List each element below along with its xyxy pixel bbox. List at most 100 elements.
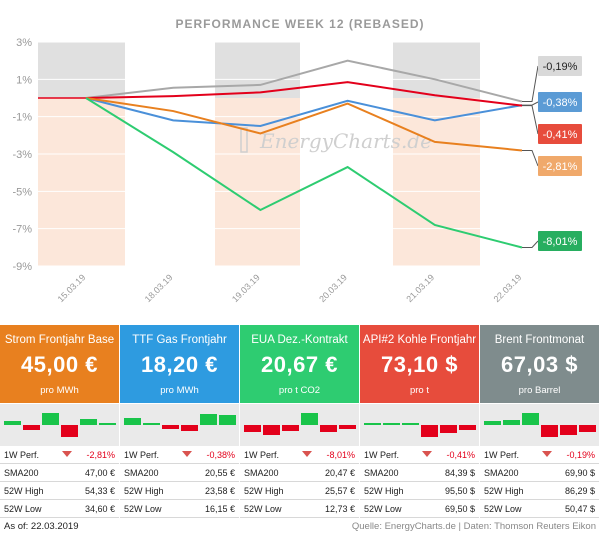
series-line [85,97,523,128]
row-divider [240,463,359,464]
card-price: 18,20 € [141,352,218,377]
y-tick-label: 3% [16,37,32,49]
perf-row: 1W Perf. -2,81% [0,446,119,464]
mini-bar [23,425,40,430]
down-arrow-icon [302,451,312,457]
label-connector [522,101,539,106]
row-divider [480,499,599,500]
stat-value: 47,00 € [84,468,115,478]
down-arrow-icon [62,451,72,457]
mini-bar-chart [480,404,599,446]
row-divider [240,499,359,500]
stat-label: SMA200 [484,468,519,478]
end-label-box [538,231,582,251]
band-top [393,42,480,98]
mini-bar [421,425,438,437]
mini-bar [459,425,476,430]
instrument-card: API#2 Kohle Frontjahr 73,10 $ pro t [360,325,479,403]
card-price: 45,00 € [21,352,98,377]
stat-label: 52W Low [124,504,162,514]
end-label-box [538,92,582,112]
x-tick-label: 21.03.19 [404,272,436,304]
card-unit: pro Barrel [518,385,561,396]
perf-row: 1W Perf. -0,19% [480,446,599,464]
row-divider [0,517,119,518]
row-divider [240,517,359,518]
mini-bar [282,425,299,431]
stats-column: 1W Perf. -0,38% SMA200 20,55 € 52W High 23,58… [120,446,239,518]
end-label-box [538,156,582,176]
stat-row: 52W Low 50,47 $ [480,500,599,518]
mini-bar [560,425,577,435]
stats-column: 1W Perf. -0,19% SMA200 69,90 $ 52W High 86,29… [480,446,599,518]
card-unit: pro MWh [40,385,79,396]
stat-row: SMA200 69,90 $ [480,464,599,482]
stat-label: 52W Low [484,504,522,514]
mini-bar [263,425,280,435]
stat-value: 25,57 € [324,486,355,496]
y-tick-label: -5% [12,186,32,198]
down-arrow-icon [422,451,432,457]
stat-value: 23,58 € [204,486,235,496]
mini-bar-chart [120,404,239,446]
stat-label: 52W Low [244,504,282,514]
mini-bar [522,413,539,425]
row-divider [360,499,479,500]
row-divider [0,463,119,464]
mini-bar [4,421,21,425]
as-of-date: As of: 22.03.2019 [4,521,79,532]
row-divider [0,499,119,500]
stat-row: 52W High 86,29 $ [480,482,599,500]
label-connector [522,105,539,135]
stats-column: 1W Perf. -2,81% SMA200 47,00 € 52W High 54,33… [0,446,119,518]
card-title: Strom Frontjahr Base [4,334,115,346]
stat-label: 52W High [124,486,164,496]
source-note: Quelle: EnergyCharts.de | Daten: Thomson… [351,521,596,532]
stat-value: 50,47 $ [564,504,595,514]
series-line [85,97,523,152]
instrument-card: Brent Frontmonat 67,03 $ pro Barrel [480,325,599,403]
perf-row: 1W Perf. -0,41% [360,446,479,464]
mini-bar [383,423,400,425]
stat-value: -0,38% [206,450,235,460]
row-divider [120,481,239,482]
chart-title: PERFORMANCE WEEK 12 (REBASED) [175,17,424,31]
card-unit: pro MWh [160,385,199,396]
stat-value: 20,55 € [204,468,235,478]
y-tick-label: -7% [12,224,32,236]
stat-row: SMA200 84,39 $ [360,464,479,482]
mini-bar [80,419,97,425]
mini-bar [579,425,596,433]
mini-bar [61,425,78,437]
stat-label: 52W High [484,486,524,496]
stat-value: 34,60 € [84,504,115,514]
card-title: EUA Dez.-Kontrakt [251,334,348,346]
mini-bar-chart [240,404,359,446]
down-arrow-icon [542,451,552,457]
stat-row: 52W High 23,58 € [120,482,239,500]
row-divider [120,499,239,500]
mini-bar [219,415,236,425]
stat-row: SMA200 47,00 € [0,464,119,482]
stat-label: 1W Perf. [484,450,520,460]
instrument-cards: Strom Frontjahr Base 45,00 € pro MWh TTF Ga… [0,325,600,403]
mini-bar [301,413,318,425]
stat-row: 52W High 54,33 € [0,482,119,500]
stat-label: 1W Perf. [244,450,280,460]
stat-value: -0,19% [566,450,595,460]
end-label: -8,01% [543,236,578,248]
stat-row: 52W Low 12,73 € [240,500,359,518]
watermark-icon [240,127,248,153]
mini-bar-chart [0,404,119,446]
card-title: API#2 Kohle Frontjahr [362,334,477,346]
band-bottom [38,98,125,266]
card-title: TTF Gas Frontjahr [132,334,227,346]
x-tick-label: 15.03.19 [56,272,88,304]
card-unit: pro t CO2 [278,385,321,396]
down-arrow-icon [182,451,192,457]
stats-column: 1W Perf. -8,01% SMA200 20,47 € 52W High 25,57… [240,446,359,518]
stat-value: 86,29 $ [564,486,595,496]
card-unit: pro t [409,385,429,396]
stat-label: 1W Perf. [124,450,160,460]
stat-value: 16,15 € [204,504,235,514]
